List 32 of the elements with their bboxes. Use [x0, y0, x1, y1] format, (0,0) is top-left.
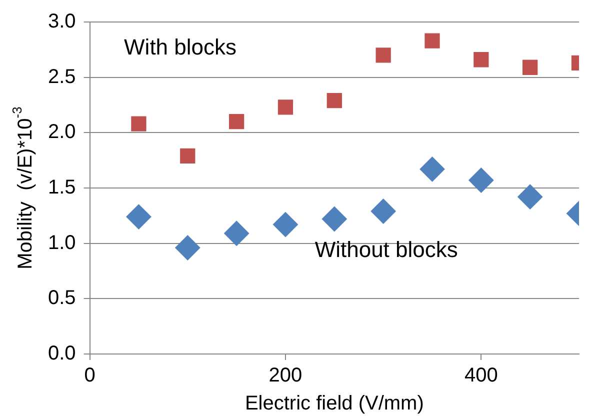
point	[278, 100, 294, 115]
y-tick-label: 3.0	[48, 10, 76, 33]
point	[468, 168, 494, 193]
point	[224, 220, 250, 246]
y-tick-label: 1.0	[48, 232, 76, 254]
point	[424, 33, 440, 48]
x-tick-label: 200	[268, 364, 302, 387]
text: With blocks	[124, 34, 237, 60]
point	[272, 212, 298, 238]
y-axis-title: Mobility (v/E)*10-3	[10, 106, 37, 270]
series-label: Without blocks	[314, 237, 458, 262]
point	[518, 184, 543, 210]
y-tick-label: 0.5	[48, 287, 76, 310]
point	[175, 235, 200, 260]
point	[370, 198, 396, 224]
point	[522, 60, 538, 75]
point	[126, 204, 152, 230]
y-tick-label: 2.5	[48, 66, 76, 88]
point	[474, 52, 489, 68]
y-tick-label: 0.0	[48, 342, 76, 365]
x-axis-title: Electric field (V/mm)	[244, 392, 424, 415]
point	[131, 116, 146, 132]
point	[420, 156, 445, 182]
x-tick-label: 0	[84, 364, 96, 387]
point	[322, 206, 347, 232]
point	[228, 114, 244, 130]
point	[180, 148, 196, 164]
x-tick-label: 400	[464, 364, 498, 387]
y-tick-label: 2.0	[48, 121, 76, 144]
point	[376, 48, 391, 63]
y-tick-label: 1.5	[48, 176, 76, 199]
point	[326, 93, 342, 108]
